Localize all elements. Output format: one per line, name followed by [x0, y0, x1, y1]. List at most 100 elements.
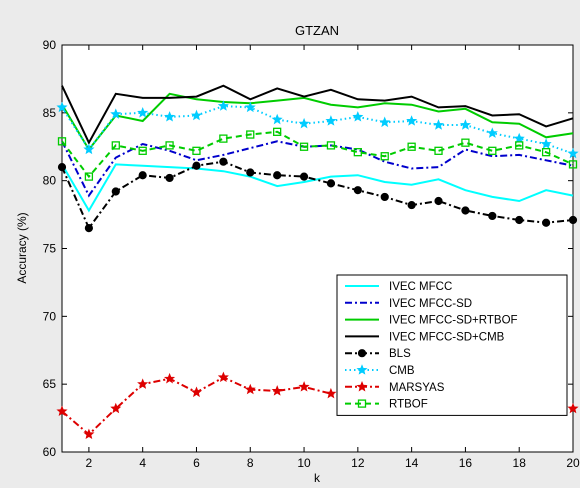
data-point: [486, 127, 498, 138]
data-point: [567, 147, 579, 159]
axes: 2 4 6 8 10 12 14 16 18 20 60 65 70 75 80 85 90: [43, 38, 580, 470]
data-point: [164, 372, 176, 384]
data-point: [57, 163, 67, 172]
x-tick-label: 20: [566, 456, 580, 470]
data-point: [273, 171, 282, 180]
data-point: [353, 186, 362, 195]
series-0: [61, 163, 574, 213]
data-point: [273, 127, 282, 136]
y-tick-label: 60: [43, 445, 57, 459]
data-point: [83, 143, 95, 155]
data-point: [57, 137, 67, 146]
series-5: [56, 100, 579, 159]
x-tick-label: 10: [297, 456, 311, 470]
data-point: [461, 138, 470, 147]
data-point: [137, 378, 149, 389]
data-point: [111, 141, 120, 150]
series-7: [57, 127, 578, 181]
y-tick-label: 90: [43, 38, 57, 52]
legend-label: IVEC MFCC-SD+CMB: [389, 331, 505, 343]
legend-label: RTBOF: [389, 399, 428, 411]
data-point: [244, 383, 256, 395]
y-axis-label: Accuracy (%): [15, 212, 29, 283]
data-point: [217, 371, 229, 383]
legend-box: [336, 274, 568, 416]
data-point: [380, 152, 389, 161]
data-point: [567, 402, 579, 414]
data-point: [379, 116, 391, 128]
data-point: [219, 157, 228, 166]
legend-label: IVEC MFCC: [389, 281, 452, 293]
data-point: [515, 215, 524, 225]
y-tick-label: 75: [43, 242, 57, 256]
data-point: [165, 173, 174, 183]
legend-label: MARSYAS: [389, 382, 445, 394]
y-tick-label: 65: [43, 377, 57, 391]
data-point: [83, 428, 95, 440]
x-tick-label: 8: [247, 456, 254, 470]
data-point: [407, 142, 416, 151]
legend: IVEC MFCC IVEC MFCC-SD IVEC MFCC-SD+RTBOF I…: [336, 274, 568, 416]
data-point: [407, 200, 416, 210]
data-point: [568, 215, 578, 225]
data-point: [164, 111, 176, 122]
legend-marker: [356, 381, 368, 392]
data-point: [298, 117, 310, 129]
series-4: [57, 157, 578, 233]
data-point: [540, 138, 552, 149]
legend-label: BLS: [389, 348, 411, 360]
data-point: [165, 141, 174, 150]
data-point: [568, 160, 578, 169]
series-line: [61, 130, 574, 179]
legend-label: IVEC MFCC-SD+RTBOF: [389, 315, 518, 327]
data-point: [352, 111, 364, 122]
legend-label: CMB: [389, 365, 415, 377]
data-point: [110, 402, 122, 414]
legend-marker: [357, 349, 367, 358]
data-point: [192, 146, 201, 155]
data-point: [56, 405, 68, 416]
data-point: [299, 172, 309, 181]
legend-label: IVEC MFCC-SD: [389, 298, 472, 310]
data-point: [138, 171, 147, 180]
x-tick-label: 4: [139, 456, 146, 470]
data-point: [110, 108, 122, 119]
data-point: [433, 119, 445, 130]
x-tick-label: 14: [405, 456, 419, 470]
data-point: [325, 387, 337, 399]
data-point: [515, 141, 524, 150]
x-axis-label: k: [314, 471, 321, 485]
data-point: [246, 168, 255, 177]
data-point: [217, 100, 229, 111]
series-line: [61, 163, 574, 213]
data-point: [380, 192, 389, 202]
chart-title: GTZAN: [295, 23, 339, 38]
data-point: [353, 148, 362, 157]
data-point: [219, 134, 228, 143]
data-point: [111, 187, 120, 196]
data-point: [406, 115, 418, 126]
data-point: [542, 218, 551, 227]
x-tick-label: 6: [193, 456, 200, 470]
data-point: [244, 101, 256, 113]
series-3: [61, 84, 574, 145]
x-tick-label: 18: [513, 456, 527, 470]
legend-marker: [356, 364, 368, 375]
data-point: [488, 146, 497, 155]
y-tick-label: 85: [43, 106, 57, 120]
data-point: [84, 172, 94, 181]
data-point: [271, 113, 283, 125]
y-tick-label: 80: [43, 174, 57, 188]
x-tick-label: 2: [86, 456, 93, 470]
data-point: [190, 109, 202, 121]
data-point: [84, 224, 93, 233]
data-point: [325, 115, 337, 126]
data-point: [459, 119, 471, 130]
series-2: [61, 92, 574, 152]
data-point: [246, 130, 255, 139]
y-tick-label: 70: [43, 309, 57, 323]
x-tick-label: 12: [351, 456, 365, 470]
x-tick-label: 16: [459, 456, 473, 470]
data-point: [299, 142, 309, 151]
